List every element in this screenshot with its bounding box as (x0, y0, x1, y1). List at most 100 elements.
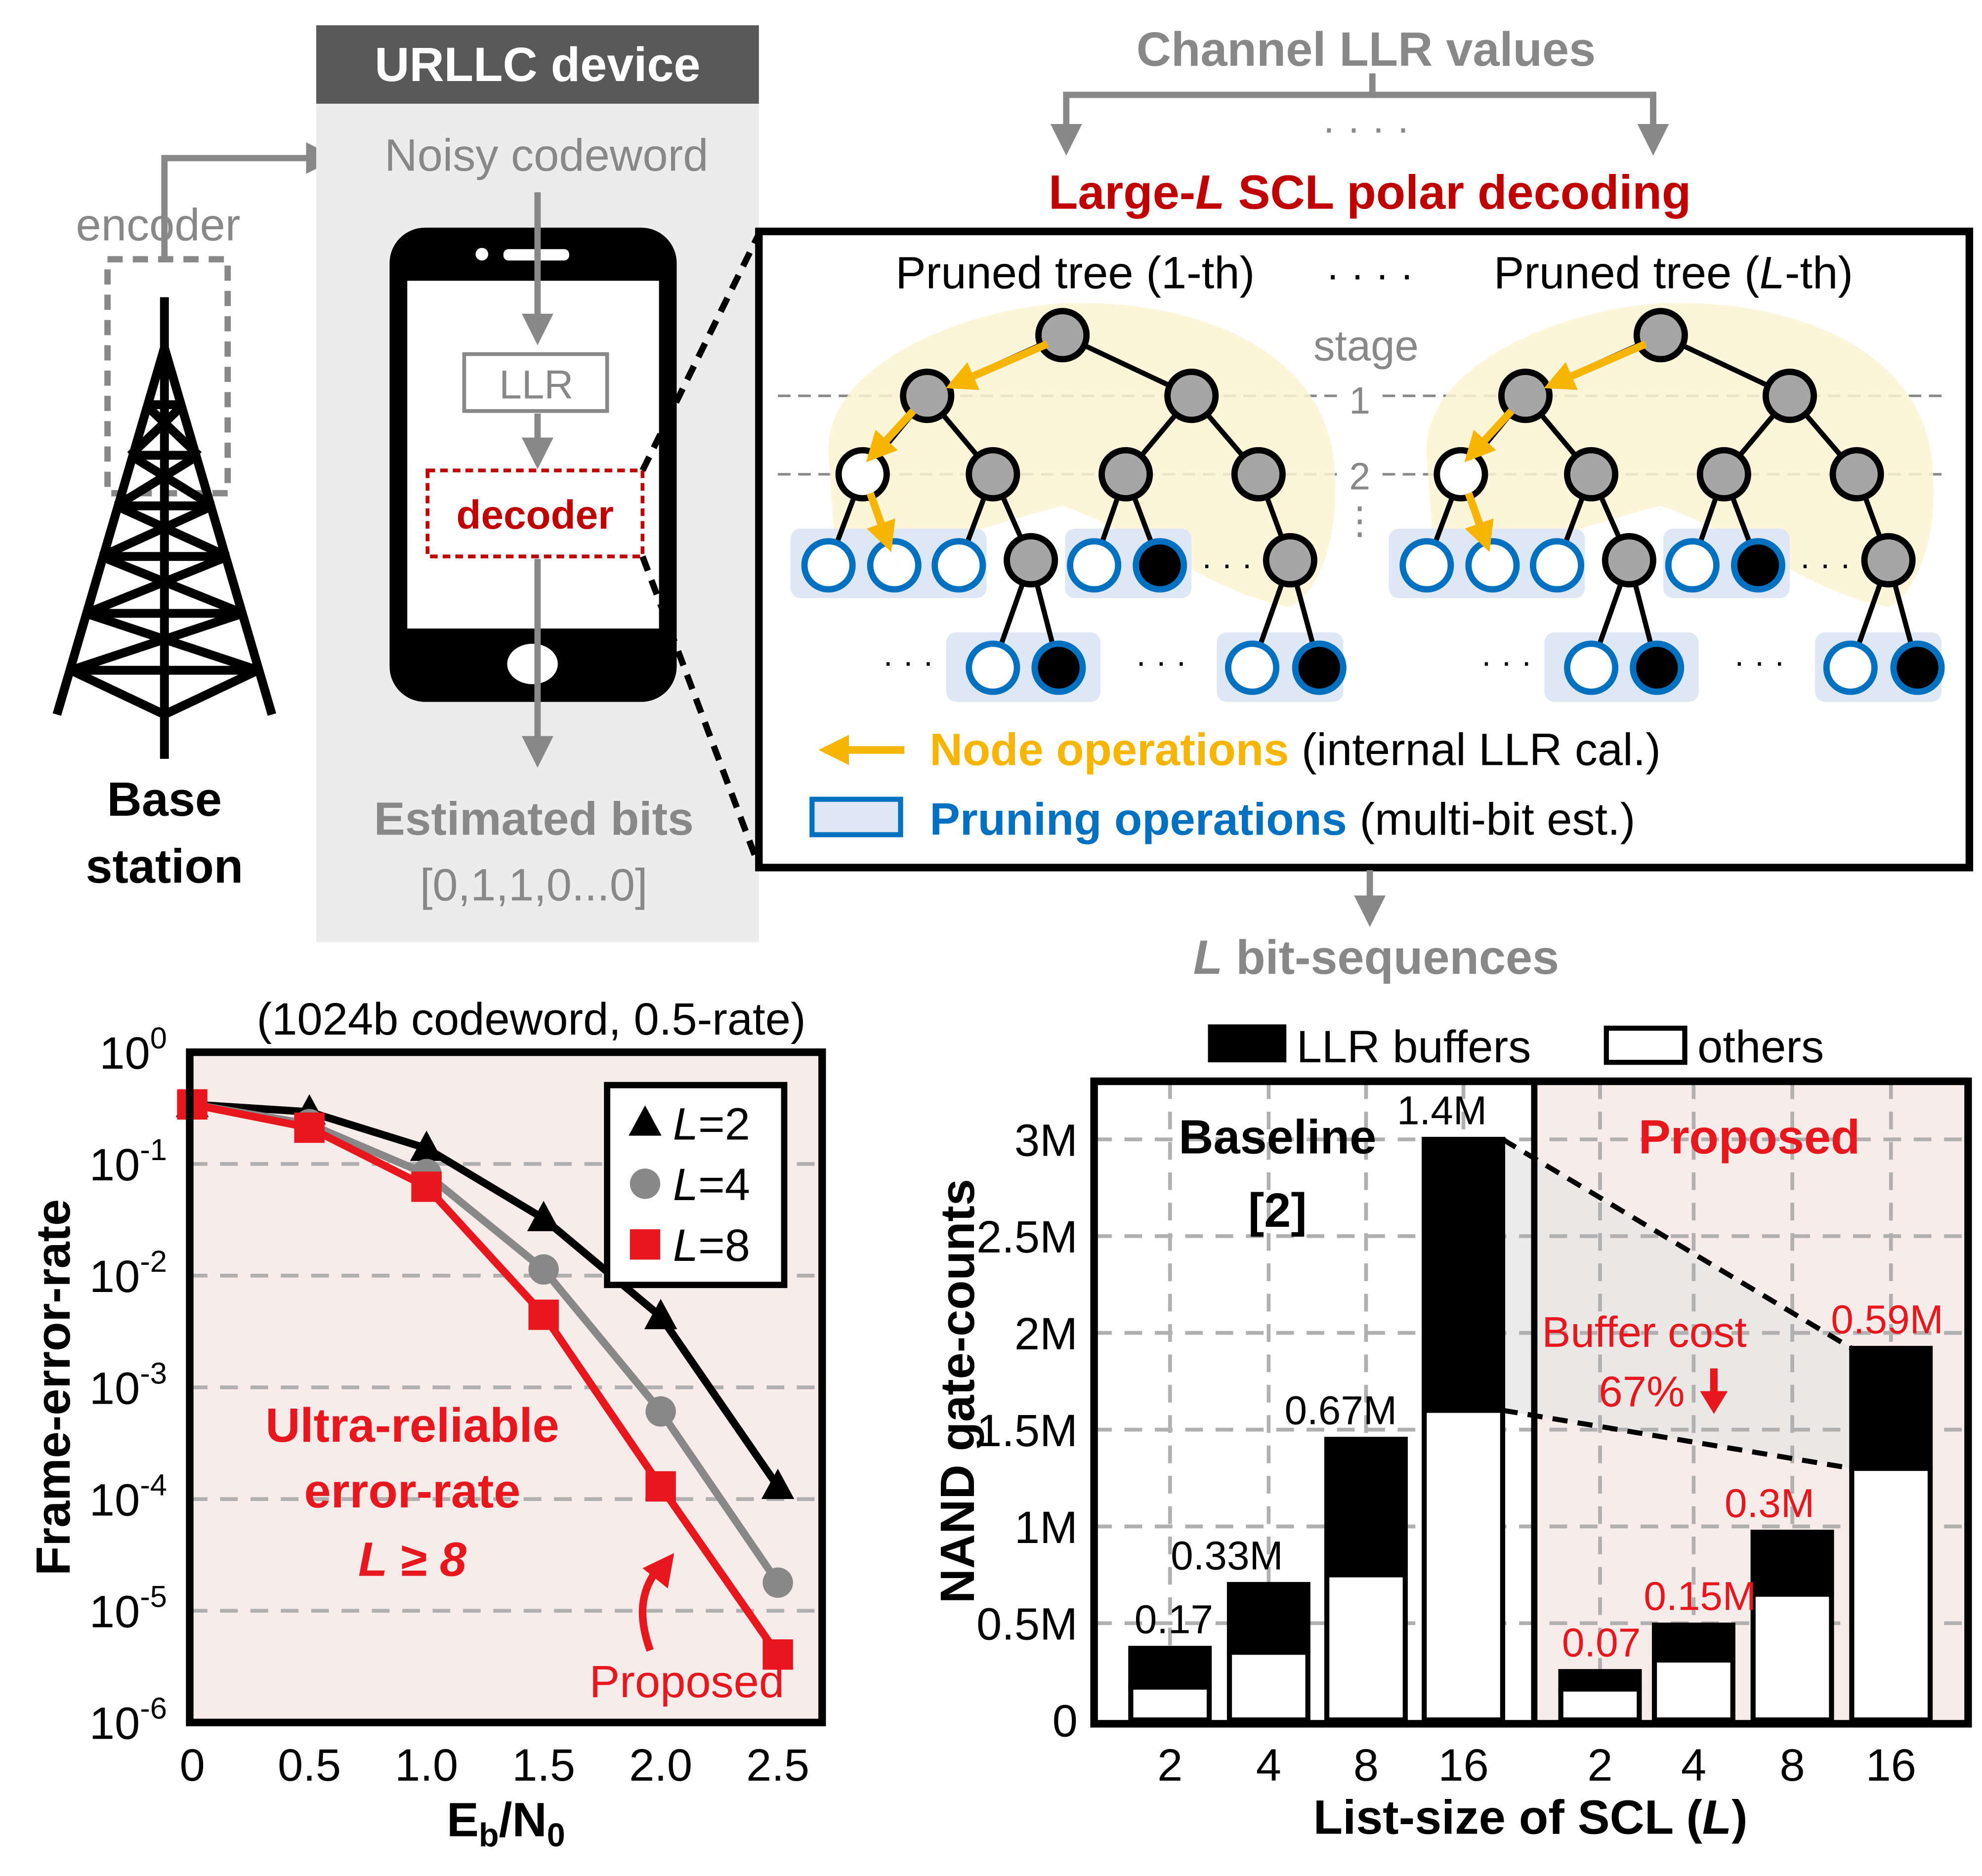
buffer-cost-arrowhead (1700, 1391, 1728, 1414)
tree2-leaf-g1 (1399, 538, 1454, 593)
tree2-node-f (1829, 447, 1884, 501)
gate-x-tick-label: 16 (1866, 1740, 1916, 1791)
tree2-leaf-g6 (1730, 538, 1786, 593)
fer-legend-label: L=4 (673, 1159, 750, 1210)
tree1-node-g4 (1004, 533, 1058, 587)
gate-y-tick-label: 2M (1014, 1308, 1078, 1359)
tree1-node-f (1231, 447, 1286, 501)
fer-y-tick-label: 10-6 (89, 1692, 167, 1749)
fer-marker-circle (645, 1396, 676, 1427)
proposed-region-label: Proposed (1639, 1110, 1860, 1164)
node-ops-legend: Node operations (internal LLR cal.) (929, 724, 1661, 775)
llr-box-label: LLR (499, 362, 573, 407)
tree2-op-arrow-1 (1544, 340, 1647, 390)
fer-y-tick-label: 10-1 (89, 1133, 167, 1190)
fer-marker-square (762, 1639, 793, 1670)
tree2-leaf-h2 (1630, 640, 1685, 695)
fer-marker-triangle (761, 1468, 795, 1500)
tree1-leaf-h4 (1292, 640, 1347, 695)
fer-y-tick-label: 100 (99, 1021, 167, 1079)
bar-value-label: 0.17 (1135, 1597, 1213, 1642)
gate-x-tick-label: 4 (1256, 1740, 1281, 1791)
tree1-leaf-dots-2: · · · (883, 644, 933, 680)
fer-marker-triangle (527, 1201, 560, 1231)
baseline-label: Baseline (1179, 1110, 1376, 1164)
tree1-label: Pruned tree (1-th) (895, 248, 1255, 298)
tree1-node-a (900, 369, 955, 423)
buffer-dashline-top (1501, 1137, 1854, 1351)
stage-dots: ⋮ (1341, 500, 1379, 542)
fer-proposed-label: Proposed (590, 1656, 784, 1707)
tree1-op-arrow-1 (945, 340, 1049, 390)
fer-legend-label: L=2 (673, 1098, 750, 1149)
legend-circle-icon (630, 1168, 661, 1199)
fer-series-line-0 (192, 1100, 781, 1489)
channel-arrow-right (1372, 91, 1669, 156)
tree2-node-c (1434, 447, 1488, 501)
bar-others (1324, 1572, 1408, 1723)
bar-value-label: 1.4M (1397, 1088, 1487, 1133)
channel-arrow-left (1050, 73, 1376, 156)
fer-marker-triangle (410, 1130, 443, 1161)
gate-y-tick-label: 3M (1014, 1115, 1078, 1166)
gate-y-tick-label: 0.5M (976, 1599, 1078, 1650)
bar-others (1558, 1686, 1642, 1723)
fer-marker-square (294, 1112, 325, 1143)
fer-y-tick-label: 10-4 (89, 1468, 167, 1525)
tree2-leaf-dots: · · · (1800, 546, 1851, 583)
bar-llr-buffers (1750, 1530, 1834, 1597)
fer-legend-label: L=8 (673, 1220, 750, 1271)
zoom-line-top (639, 232, 762, 472)
noisy-codeword-label: Noisy codeword (384, 130, 708, 181)
tree1-node-c (835, 447, 890, 501)
buffer-dashline-bottom (1502, 1408, 1853, 1471)
fer-subtitle: (1024b codeword, 0.5-rate) (256, 994, 805, 1044)
fer-y-tick-label: 10-5 (89, 1580, 167, 1637)
pruning-ops-legend: Pruning operations (multi-bit est.) (929, 793, 1635, 844)
bar-value-label: 0.15M (1644, 1574, 1756, 1619)
tree2-node-g7 (1861, 533, 1916, 587)
tree2-leaf-dots-2: · · · (1481, 644, 1532, 680)
bar-llr-buffers (1324, 1437, 1408, 1578)
gate-plot-frame (1090, 1077, 1972, 1728)
legend-triangle-icon (629, 1105, 662, 1136)
fer-chart: (1024b codeword, 0.5-rate) 10010-110-210… (26, 994, 826, 1854)
baseline-ref: [2] (1248, 1183, 1307, 1237)
fer-x-tick-label: 1.0 (395, 1740, 458, 1791)
legend-llr-label: LLR buffers (1297, 1021, 1531, 1072)
bar-llr-buffers (1849, 1345, 1933, 1471)
fer-plot-frame (186, 1048, 826, 1726)
tree2-leaf-g3 (1529, 538, 1585, 593)
tower-icon (52, 297, 276, 759)
legend-others-swatch (1603, 1025, 1687, 1065)
gate-x-tick-label: 8 (1353, 1740, 1379, 1791)
tree2-node-g4 (1602, 533, 1656, 587)
fer-marker-triangle (644, 1298, 677, 1330)
tree1-leaf-h3 (1225, 640, 1280, 695)
tree2-label: Pruned tree (L-th) (1494, 248, 1853, 298)
phone-icon (389, 227, 677, 702)
gate-x-tick-label: 16 (1438, 1740, 1488, 1791)
estimated-bits-label: Estimated bits (374, 792, 694, 845)
tree1-leaf-h2 (1031, 640, 1086, 695)
scl-decoding-diagram: Channel LLR values · · · · Large-L SCL p… (755, 22, 1974, 984)
ultra-reliable-line1: Ultra-reliable (265, 1398, 559, 1452)
tree1-op-arrow-3 (866, 492, 895, 552)
fer-x-tick-label: 1.5 (512, 1740, 575, 1791)
tree2-node-d (1564, 447, 1619, 501)
tree2-node-e (1696, 447, 1751, 501)
stage-label: stage (1313, 322, 1419, 370)
tree1-op-arrow-2 (866, 408, 916, 462)
tree1-node-r (1035, 308, 1090, 363)
device-title: URLLC device (375, 38, 700, 91)
tree2-leaf-h1 (1564, 640, 1619, 695)
fer-marker-circle (528, 1254, 559, 1285)
tree2-leaf-h3 (1823, 640, 1878, 695)
gate-bars (1128, 1136, 1933, 1723)
fer-xlabel: Eb/N0 (447, 1793, 565, 1854)
gate-y-tick-label: 0 (1053, 1695, 1078, 1746)
gate-xlabel: List-size of SCL (L) (1313, 1791, 1748, 1844)
bar-others (1226, 1649, 1310, 1723)
